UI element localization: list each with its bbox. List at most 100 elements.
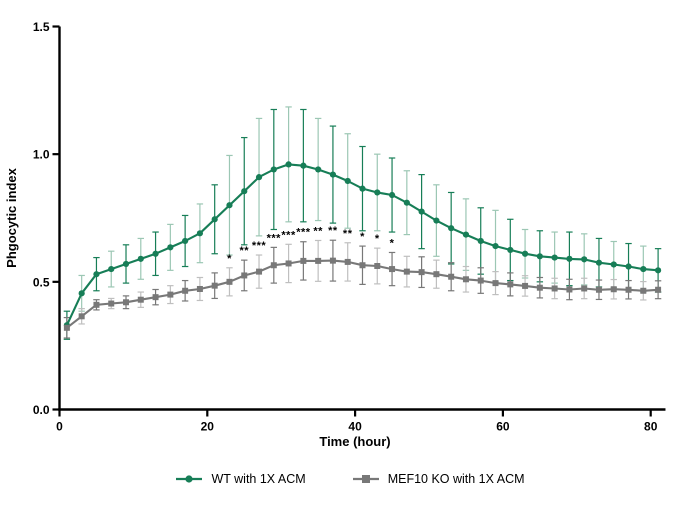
data-point-square — [78, 313, 85, 320]
data-point-circle — [448, 225, 455, 232]
data-point-square — [300, 257, 307, 264]
data-point-square — [241, 272, 248, 279]
x-tick-label: 60 — [496, 420, 510, 434]
data-point-circle — [418, 208, 425, 215]
data-point-square — [551, 285, 558, 292]
plot-area: 0.00.51.01.50 20 40 60 80*** ****** *** *** ** **… — [33, 20, 666, 434]
data-point-circle — [536, 253, 543, 260]
data-point-square — [329, 257, 336, 264]
data-point-square — [182, 287, 189, 294]
data-point-circle — [610, 261, 617, 268]
data-point-square — [123, 299, 130, 306]
data-point-square — [63, 324, 70, 331]
legend-item-wt: WT with 1X ACM — [175, 472, 306, 486]
data-point-square — [152, 294, 159, 301]
data-point-square — [433, 271, 440, 278]
data-point-circle — [477, 237, 484, 245]
significance-marker: *** — [252, 240, 267, 252]
data-point-circle — [344, 177, 351, 185]
x-axis-title: Time (hour) — [319, 434, 390, 449]
data-point-circle — [492, 242, 499, 250]
data-point-square — [167, 291, 174, 298]
data-point-square — [344, 258, 351, 265]
data-point-square — [256, 268, 263, 275]
significance-marker: ** — [239, 245, 249, 257]
data-point-square — [492, 280, 499, 287]
data-point-square — [507, 281, 514, 288]
data-point-circle — [211, 216, 218, 223]
data-point-square — [477, 277, 484, 284]
significance-marker: * — [227, 253, 232, 265]
data-point-square — [270, 262, 277, 269]
data-point-square — [137, 296, 144, 303]
ko-series-marker-icon — [352, 475, 379, 483]
x-tick-label: 0 — [56, 420, 63, 434]
data-point-circle — [226, 202, 233, 209]
significance-marker: *** — [281, 229, 296, 241]
data-point-square — [108, 300, 115, 307]
significance-marker: *** — [296, 227, 311, 239]
data-point-square — [285, 260, 292, 267]
significance-marker: ** — [328, 225, 338, 237]
data-point-circle — [285, 161, 292, 168]
data-point-circle — [152, 250, 159, 257]
data-point-circle — [640, 265, 647, 273]
wt-legend-circle-marker — [185, 475, 194, 483]
data-point-circle — [182, 237, 189, 245]
significance-marker: * — [375, 233, 380, 245]
ko-legend-square-marker — [361, 475, 370, 483]
data-point-square — [211, 282, 218, 289]
data-point-circle — [359, 185, 366, 192]
significance-marker: * — [360, 231, 365, 243]
significance-marker: ** — [343, 228, 353, 240]
data-point-circle — [78, 290, 85, 297]
data-point-circle — [329, 171, 337, 178]
data-point-square — [196, 285, 203, 292]
legend-label-ko: MEF10 KO with 1X ACM — [387, 472, 525, 486]
y-tick-label: 0.0 — [33, 403, 50, 417]
data-point-circle — [122, 260, 130, 268]
x-tick-label: 40 — [348, 420, 362, 434]
data-point-square — [610, 286, 617, 293]
wt-series-marker-icon — [176, 475, 203, 483]
significance-marker: *** — [267, 232, 282, 244]
data-point-square — [536, 284, 543, 291]
data-point-circle — [167, 244, 174, 251]
data-point-square — [655, 286, 662, 293]
data-point-circle — [625, 263, 632, 270]
data-point-circle — [403, 199, 410, 206]
data-point-square — [315, 257, 322, 264]
data-point-square — [625, 286, 632, 293]
data-point-circle — [374, 189, 381, 196]
y-tick-label: 0.5 — [33, 275, 50, 289]
data-point-square — [640, 287, 647, 294]
data-point-circle — [137, 255, 144, 262]
data-point-square — [226, 278, 233, 285]
data-point-square — [389, 266, 396, 273]
data-point-circle — [462, 231, 470, 238]
data-point-square — [403, 268, 410, 275]
data-point-square — [418, 269, 425, 276]
legend-item-ko: MEF10 KO with 1X ACM — [352, 472, 525, 486]
data-point-square — [359, 262, 366, 269]
data-point-square — [448, 273, 455, 280]
chart-canvas: 0.00.51.01.50 20 40 60 80*** ****** *** *** ** **… — [4, 20, 666, 449]
data-point-circle — [93, 271, 100, 278]
data-point-circle — [507, 246, 514, 254]
data-point-square — [522, 282, 529, 289]
data-point-circle — [566, 255, 573, 262]
data-point-circle — [270, 166, 277, 173]
data-point-circle — [433, 217, 440, 224]
data-point-circle — [196, 230, 204, 237]
data-point-circle — [595, 259, 603, 266]
data-point-square — [374, 263, 381, 270]
data-point-circle — [241, 188, 248, 195]
data-point-circle — [551, 254, 558, 261]
data-point-circle — [255, 174, 263, 181]
data-point-square — [462, 276, 469, 283]
data-point-square — [566, 286, 573, 293]
data-point-circle — [521, 250, 529, 257]
data-point-circle — [388, 191, 396, 199]
data-point-square — [581, 285, 588, 292]
